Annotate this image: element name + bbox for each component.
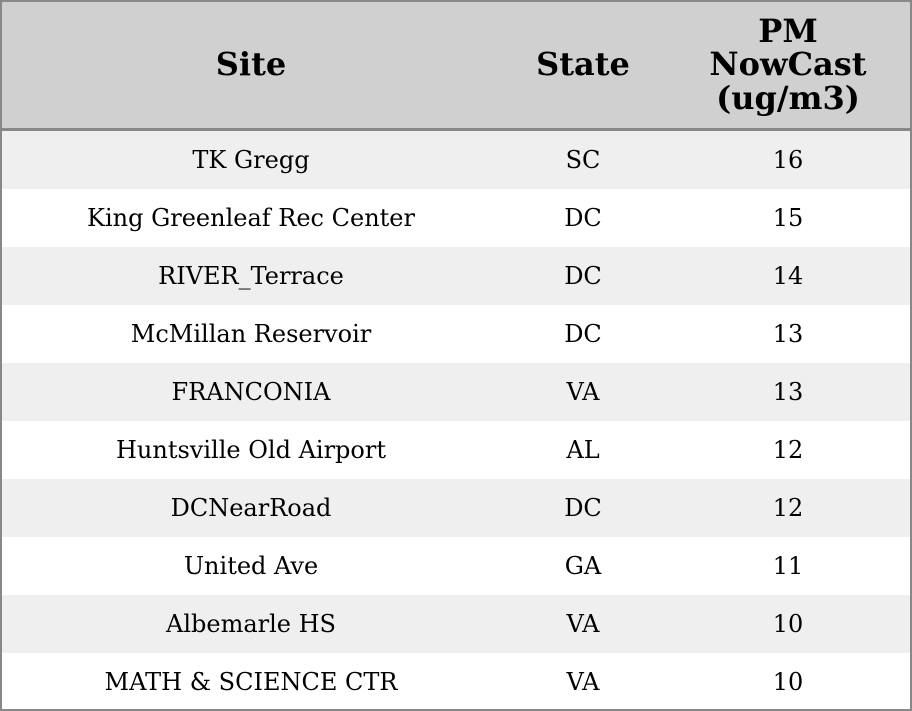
table-cell: 10 bbox=[666, 595, 910, 653]
table-cell: 16 bbox=[666, 129, 910, 189]
table-cell: MATH & SCIENCE CTR bbox=[2, 653, 500, 709]
table-cell: VA bbox=[500, 595, 666, 653]
table-row: King Greenleaf Rec Center DC 15 bbox=[2, 189, 910, 247]
table-cell: 14 bbox=[666, 247, 910, 305]
table-cell: 10 bbox=[666, 653, 910, 709]
table-cell: DC bbox=[500, 479, 666, 537]
header-row: Site State PM NowCast (ug/m3) bbox=[2, 2, 910, 131]
column-header: State bbox=[500, 2, 666, 131]
table-row: Albemarle HS VA 10 bbox=[2, 595, 910, 653]
table-cell: DC bbox=[500, 247, 666, 305]
table-cell: VA bbox=[500, 653, 666, 709]
table-cell: AL bbox=[500, 421, 666, 479]
table-cell: 11 bbox=[666, 537, 910, 595]
table-row: FRANCONIA VA 13 bbox=[2, 363, 910, 421]
table-cell: DC bbox=[500, 189, 666, 247]
table-row: MATH & SCIENCE CTR VA 10 bbox=[2, 653, 910, 709]
table-body: TK Gregg SC 16 King Greenleaf Rec Center DC 1… bbox=[2, 129, 910, 709]
table-row: TK Gregg SC 16 bbox=[2, 129, 910, 189]
table-cell: King Greenleaf Rec Center bbox=[2, 189, 500, 247]
table-cell: 15 bbox=[666, 189, 910, 247]
table-cell: 12 bbox=[666, 479, 910, 537]
table-cell: McMillan Reservoir bbox=[2, 305, 500, 363]
table-cell: Huntsville Old Airport bbox=[2, 421, 500, 479]
table-cell: 13 bbox=[666, 305, 910, 363]
table-cell: 12 bbox=[666, 421, 910, 479]
table-cell: DCNearRoad bbox=[2, 479, 500, 537]
table-cell: United Ave bbox=[2, 537, 500, 595]
column-header: PM NowCast (ug/m3) bbox=[666, 2, 910, 131]
table-row: DCNearRoad DC 12 bbox=[2, 479, 910, 537]
table-cell: DC bbox=[500, 305, 666, 363]
column-header: Site bbox=[2, 2, 500, 131]
header-text: PM NowCast (ug/m3) bbox=[709, 11, 867, 117]
table-row: RIVER_Terrace DC 14 bbox=[2, 247, 910, 305]
table-row: United Ave GA 11 bbox=[2, 537, 910, 595]
table-cell: SC bbox=[500, 129, 666, 189]
table-row: Huntsville Old Airport AL 12 bbox=[2, 421, 910, 479]
table-row: McMillan Reservoir DC 13 bbox=[2, 305, 910, 363]
header-text: Site bbox=[215, 45, 287, 84]
table-cell: TK Gregg bbox=[2, 129, 500, 189]
header-text: State bbox=[536, 45, 630, 84]
table-cell: FRANCONIA bbox=[2, 363, 500, 421]
table-cell: VA bbox=[500, 363, 666, 421]
table-cell: Albemarle HS bbox=[2, 595, 500, 653]
table-cell: GA bbox=[500, 537, 666, 595]
table-cell: RIVER_Terrace bbox=[2, 247, 500, 305]
table-cell: 13 bbox=[666, 363, 910, 421]
